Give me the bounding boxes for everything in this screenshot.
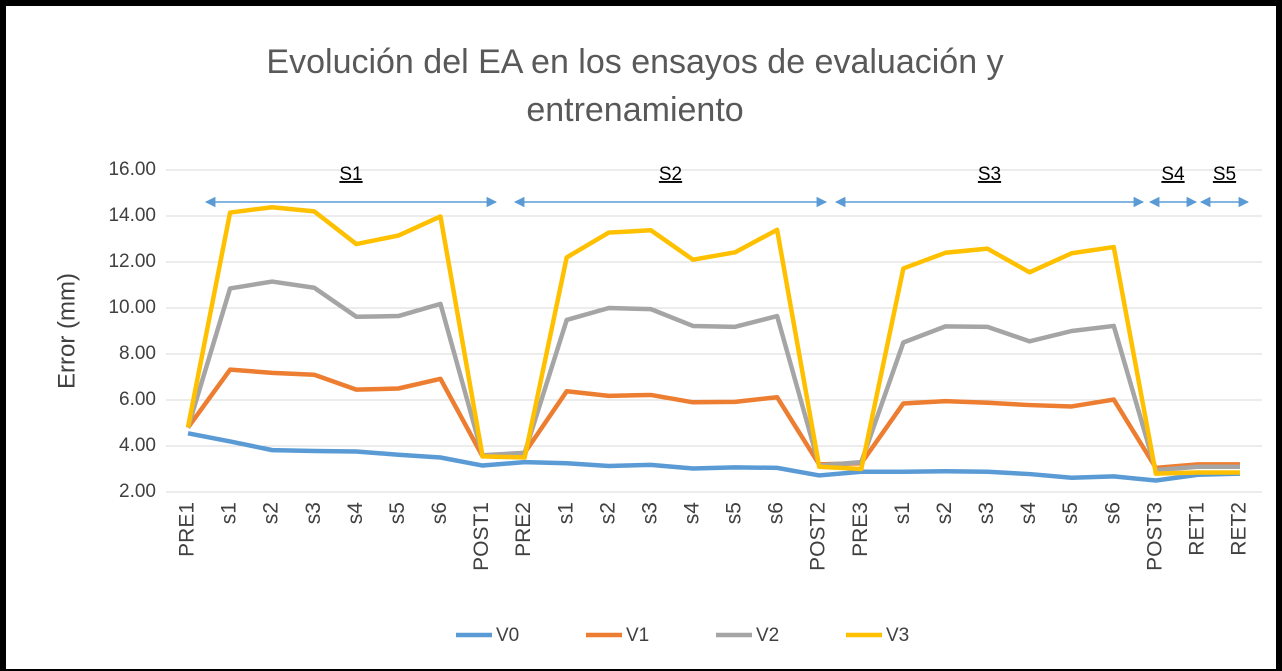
x-tick-label: s6 — [1101, 502, 1124, 524]
x-tick-label: PRE1 — [176, 502, 199, 557]
x-tick-label: POST3 — [1143, 502, 1166, 571]
legend-label: V1 — [626, 625, 649, 646]
y-tick-label: 14.00 — [108, 205, 156, 226]
x-tick-label: s4 — [681, 502, 704, 525]
section-label: S1 — [339, 164, 362, 185]
section-label: S2 — [659, 164, 682, 185]
y-tick-label: 4.00 — [119, 435, 156, 456]
chart: Error (mm) 2.00 4.00 6.00 8.00 10.00 12.00 14.… — [53, 159, 1262, 646]
section-label: S5 — [1213, 164, 1236, 185]
line-series — [187, 431, 1241, 483]
x-tick-label: POST2 — [807, 502, 830, 571]
line-series — [185, 279, 1240, 473]
legend-label: V0 — [496, 625, 519, 646]
line-series — [185, 205, 1240, 476]
y-tick-label: 16.00 — [108, 159, 156, 180]
section-label: S3 — [978, 164, 1001, 185]
y-tick-label: 8.00 — [119, 343, 156, 364]
x-tick-label: s5 — [723, 502, 746, 524]
y-axis-label: Error (mm) — [53, 273, 80, 389]
x-tick-label: POST1 — [470, 502, 493, 571]
x-tick-label: s3 — [638, 502, 661, 524]
legend-label: V2 — [756, 625, 779, 646]
y-tick-label: 6.00 — [119, 389, 156, 410]
x-tick-label: s2 — [933, 502, 956, 524]
x-tick-label: s4 — [344, 502, 367, 525]
y-tick-label: 12.00 — [108, 251, 156, 272]
x-tick-label: s2 — [596, 502, 619, 524]
y-tick-label: 10.00 — [108, 297, 156, 318]
x-tick-label: RET2 — [1228, 502, 1251, 556]
x-tick-label: s1 — [218, 502, 241, 524]
x-tick-label: s2 — [260, 502, 283, 524]
section-label: S4 — [1161, 164, 1185, 185]
y-tick-label: 2.00 — [119, 481, 156, 502]
legend-label: V3 — [886, 625, 909, 646]
x-tick-label: s1 — [891, 502, 914, 524]
x-tick-label: s3 — [975, 502, 998, 524]
line-series — [186, 367, 1240, 471]
x-tick-label: s4 — [1017, 502, 1040, 525]
x-tick-label: s5 — [386, 502, 409, 524]
chart-title: Evolución del EA en los ensayos de evalu… — [266, 43, 1004, 129]
x-tick-label: PRE2 — [512, 502, 535, 557]
x-tick-label: s5 — [1059, 502, 1082, 524]
x-tick-label: RET1 — [1185, 502, 1208, 556]
x-tick-label: s6 — [428, 502, 451, 524]
x-tick-label: PRE3 — [849, 502, 872, 557]
x-tick-label: s6 — [765, 502, 788, 524]
x-tick-label: s1 — [554, 502, 577, 524]
x-tick-label: s3 — [302, 502, 325, 524]
